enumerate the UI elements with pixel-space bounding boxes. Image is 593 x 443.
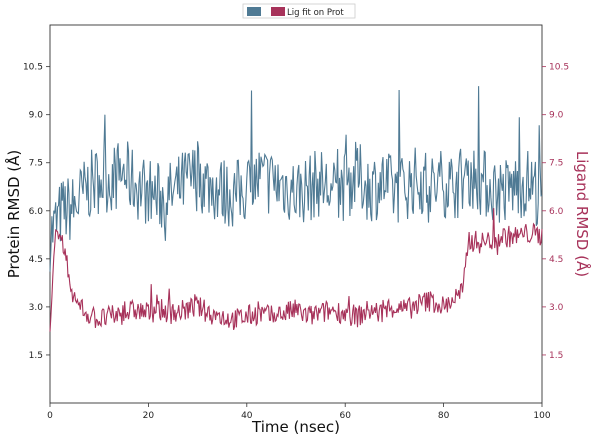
- y-left-tick-label: 6.0: [29, 207, 44, 217]
- x-tick-label: 80: [438, 411, 450, 421]
- y-axis-left: 1.5 3.0 4.5 6.0 7.5 9.0 10.5: [23, 63, 50, 361]
- y-left-tick-label: 9.0: [29, 111, 44, 121]
- x-tick-label: 0: [47, 411, 53, 421]
- y-right-tick-label: 10.5: [549, 63, 569, 73]
- y-left-tick-label: 7.5: [29, 159, 43, 169]
- series-line-protein: [49, 86, 543, 272]
- legend: Cα Lig fit on Prot: [242, 3, 356, 19]
- legend-swatch-ligand: [271, 7, 285, 16]
- y-right-tick-label: 7.5: [549, 159, 563, 169]
- x-tick-label: 40: [241, 411, 253, 421]
- plot-frame: [49, 24, 543, 404]
- y-axis-right: 1.5 3.0 4.5 6.0 7.5 9.0 10.5: [542, 63, 569, 361]
- x-tick-label: 100: [533, 411, 550, 421]
- x-axis-title: Time (nsec): [251, 418, 340, 436]
- y-right-tick-label: 1.5: [549, 351, 563, 361]
- y-right-tick-label: 9.0: [549, 111, 564, 121]
- x-tick-label: 60: [339, 411, 351, 421]
- y-left-tick-label: 4.5: [29, 255, 43, 265]
- y-right-tick-label: 4.5: [549, 255, 563, 265]
- y-axis-left-title: Protein RMSD (Å): [4, 150, 23, 279]
- y-left-tick-label: 3.0: [29, 303, 44, 313]
- legend-label-protein: Cα: [262, 8, 274, 18]
- series-line-ligand: [49, 208, 543, 332]
- plot-lines: [49, 86, 543, 332]
- y-left-tick-label: 10.5: [23, 63, 43, 73]
- y-right-tick-label: 6.0: [549, 207, 564, 217]
- legend-swatch-protein: [247, 7, 261, 16]
- y-right-tick-label: 3.0: [549, 303, 564, 313]
- x-tick-label: 20: [143, 411, 155, 421]
- x-axis: 0 20 40 60 80 100: [47, 403, 551, 421]
- y-axis-right-title: Ligand RMSD (Å): [573, 151, 592, 277]
- legend-label-ligand: Lig fit on Prot: [287, 8, 344, 18]
- y-left-tick-label: 1.5: [29, 351, 43, 361]
